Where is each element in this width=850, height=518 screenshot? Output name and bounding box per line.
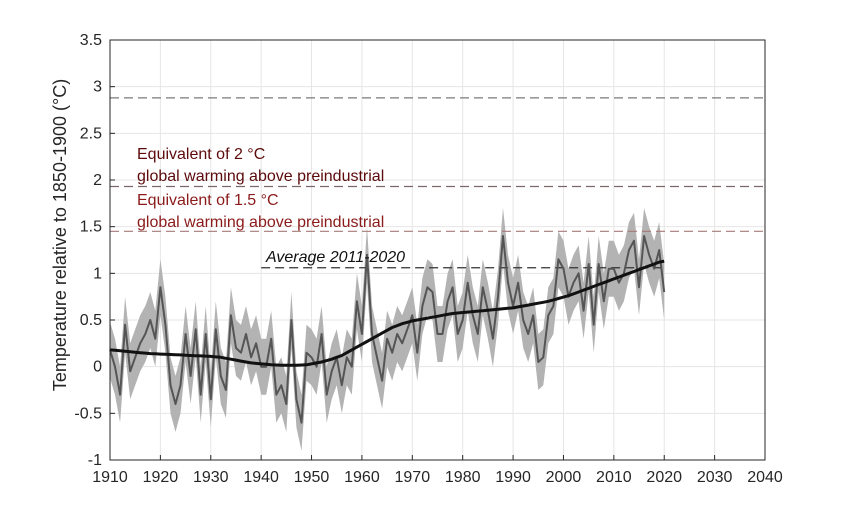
x-tick-label: 2020 bbox=[646, 469, 682, 486]
annotation-15c-line1: Equivalent of 1.5 °C bbox=[137, 192, 279, 209]
x-tick-label: 1990 bbox=[495, 469, 531, 486]
y-tick-label: 1.5 bbox=[80, 219, 102, 236]
y-tick-label: 3.5 bbox=[80, 32, 102, 49]
annotation-2c-line1: Equivalent of 2 °C bbox=[137, 146, 265, 163]
x-tick-label: 2000 bbox=[546, 469, 582, 486]
x-tick-label: 1930 bbox=[193, 469, 229, 486]
annotation-average: Average 2011-2020 bbox=[265, 249, 405, 266]
y-axis-title: Temperature relative to 1850-1900 (°C) bbox=[50, 79, 70, 391]
grid bbox=[109, 39, 766, 461]
x-tick-label: 1960 bbox=[344, 469, 380, 486]
y-tick-labels: -1 -0.5 0 0.5 1 1.5 2 2.5 3 3.5 bbox=[74, 32, 102, 469]
annual-temperature-line bbox=[109, 235, 666, 424]
reference-lines bbox=[110, 97, 765, 269]
x-tick-label: 1980 bbox=[445, 469, 481, 486]
trend-line bbox=[109, 259, 665, 367]
x-tick-label: 2010 bbox=[596, 469, 632, 486]
y-tick-label: 2.5 bbox=[80, 125, 102, 142]
x-tick-label: 1970 bbox=[395, 469, 431, 486]
x-tick-label: 2030 bbox=[697, 469, 733, 486]
x-tick-label: 1910 bbox=[92, 469, 128, 486]
x-tick-label: 1920 bbox=[143, 469, 179, 486]
y-tick-label: 1 bbox=[93, 265, 102, 282]
x-tick-label: 1940 bbox=[243, 469, 279, 486]
annotation-15c-line2: global warming above preindustrial bbox=[137, 214, 384, 231]
y-tick-label: -0.5 bbox=[74, 405, 102, 422]
x-tick-label: 2040 bbox=[747, 469, 783, 486]
y-tick-label: 2 bbox=[93, 172, 102, 189]
annotation-2c-line2: global warming above preindustrial bbox=[137, 168, 384, 185]
y-tick-label: 0.5 bbox=[80, 312, 102, 329]
series-lines bbox=[109, 235, 666, 424]
x-tick-labels: 1910 1920 1930 1940 1950 1960 1970 1980 1990 2000… bbox=[92, 469, 783, 486]
x-tick-label: 1950 bbox=[294, 469, 330, 486]
y-tick-label: 0 bbox=[93, 359, 102, 376]
y-tick-label: -1 bbox=[88, 452, 102, 469]
y-tick-label: 3 bbox=[93, 79, 102, 96]
plot-frame bbox=[109, 39, 766, 461]
